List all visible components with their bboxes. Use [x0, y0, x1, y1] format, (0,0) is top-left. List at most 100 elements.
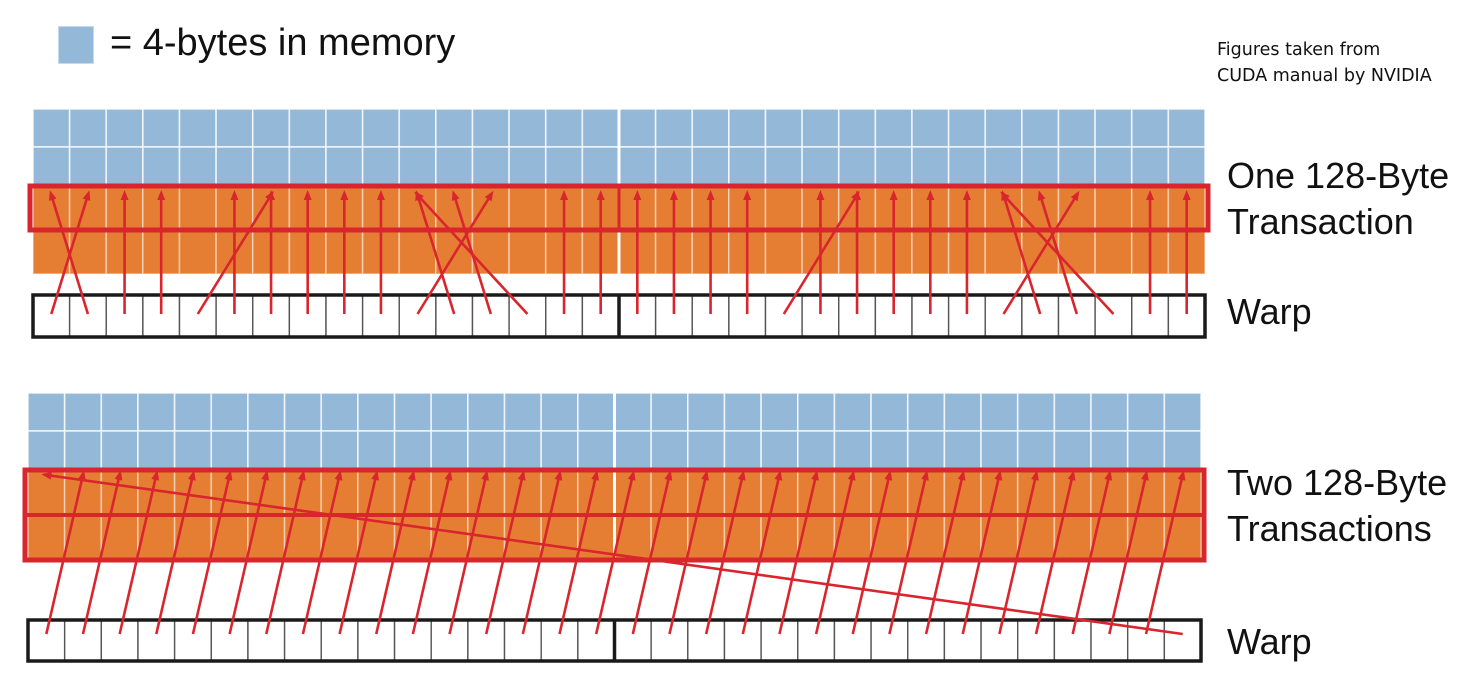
- memory-cell: [1021, 146, 1060, 187]
- warp-thread-cell: [833, 619, 872, 662]
- memory-cell: [540, 514, 579, 561]
- memory-cell: [687, 514, 726, 561]
- memory-cell: [760, 392, 799, 432]
- memory-cell: [503, 514, 542, 561]
- panel-one-transaction: [27, 108, 1211, 339]
- memory-cell: [1094, 229, 1133, 275]
- memory-cell: [687, 430, 726, 471]
- warp-thread-cell: [283, 619, 322, 662]
- memory-cell: [540, 430, 579, 471]
- memory-cell: [63, 514, 103, 561]
- access-arrow: [415, 190, 456, 315]
- memory-cell: [288, 108, 327, 148]
- warp-thread-cell: [503, 619, 542, 662]
- panel1-transaction-label-2: Transaction: [1227, 201, 1414, 242]
- memory-cell: [325, 108, 364, 148]
- memory-cell: [764, 185, 803, 231]
- memory-cell: [361, 146, 401, 187]
- memory-cell: [137, 392, 176, 432]
- access-arrow: [411, 470, 453, 635]
- credit-note: Figures taken from CUDA manual by NVIDIA: [1217, 37, 1432, 89]
- memory-cell: [357, 392, 396, 432]
- memory-cell: [1094, 185, 1133, 231]
- memory-cell: [325, 146, 364, 187]
- warp-thread-cell: [1057, 294, 1096, 338]
- memory-cell: [1053, 514, 1092, 561]
- warp-thread-cell: [613, 619, 652, 662]
- memory-cell: [906, 430, 946, 471]
- memory-cell: [943, 392, 982, 432]
- memory-cell: [618, 146, 657, 187]
- memory-cell: [796, 392, 836, 432]
- warp-thread-cell: [984, 294, 1023, 338]
- memory-cell: [581, 108, 620, 148]
- access-arrow: [48, 190, 90, 315]
- warp-thread-cell: [1163, 619, 1202, 662]
- warp-thread-cell: [100, 619, 139, 662]
- warp-thread-cell: [210, 619, 249, 662]
- memory-cell: [1057, 146, 1096, 187]
- memory-cell: [435, 108, 474, 148]
- warp-thread-cell: [1021, 294, 1060, 338]
- access-arrow: [414, 191, 529, 315]
- access-arrow: [1000, 191, 1115, 315]
- memory-cell: [1053, 430, 1092, 471]
- memory-cell: [837, 108, 877, 148]
- memory-cell: [471, 108, 510, 148]
- memory-cell: [1163, 514, 1202, 561]
- access-arrow: [484, 470, 526, 635]
- memory-cell: [173, 430, 213, 471]
- memory-cell: [544, 108, 584, 148]
- access-arrow: [924, 470, 966, 635]
- access-arrow: [1034, 470, 1076, 635]
- memory-cell: [870, 392, 909, 432]
- memory-cell: [210, 430, 249, 471]
- memory-cell: [980, 430, 1019, 471]
- memory-cell: [654, 146, 694, 187]
- warp-thread-cell: [27, 619, 66, 662]
- access-arrow: [41, 471, 1183, 636]
- memory-cell: [650, 514, 689, 561]
- memory-cell: [723, 430, 762, 471]
- memory-cell: [1057, 108, 1096, 148]
- memory-cell: [1126, 430, 1166, 471]
- access-arrow: [1108, 470, 1149, 635]
- memory-cell: [63, 430, 103, 471]
- memory-cell: [540, 392, 579, 432]
- memory-cell: [247, 392, 286, 432]
- memory-cell: [764, 108, 803, 148]
- access-arrow: [668, 470, 709, 635]
- memory-cell: [137, 430, 176, 471]
- memory-cell: [728, 146, 767, 187]
- access-arrow: [118, 470, 160, 635]
- memory-cell: [723, 392, 762, 432]
- memory-cell: [283, 392, 323, 432]
- access-arrow: [888, 470, 929, 635]
- warp-thread-cell: [471, 294, 510, 338]
- memory-cell: [508, 108, 547, 148]
- memory-cell: [874, 146, 913, 187]
- access-arrow: [1071, 470, 1113, 635]
- memory-cell: [32, 146, 71, 187]
- warp-thread-cell: [393, 619, 432, 662]
- memory-cell: [613, 514, 652, 561]
- memory-cell: [1053, 392, 1092, 432]
- memory-cell: [943, 430, 982, 471]
- memory-cell: [947, 108, 987, 148]
- memory-cell: [544, 146, 584, 187]
- memory-cell: [650, 430, 689, 471]
- memory-cell: [833, 514, 872, 561]
- memory-cell: [361, 108, 401, 148]
- warp-thread-cell: [247, 619, 286, 662]
- memory-cell: [508, 185, 547, 231]
- memory-cell: [760, 514, 799, 561]
- memory-cell: [613, 392, 652, 432]
- warp-thread-cell: [173, 619, 212, 662]
- memory-cell: [581, 146, 620, 187]
- memory-cell: [393, 392, 433, 432]
- memory-cell: [467, 392, 506, 432]
- memory-cell: [68, 108, 108, 148]
- memory-cell: [178, 146, 217, 187]
- warp-thread-cell: [723, 619, 762, 662]
- memory-cell: [508, 229, 547, 275]
